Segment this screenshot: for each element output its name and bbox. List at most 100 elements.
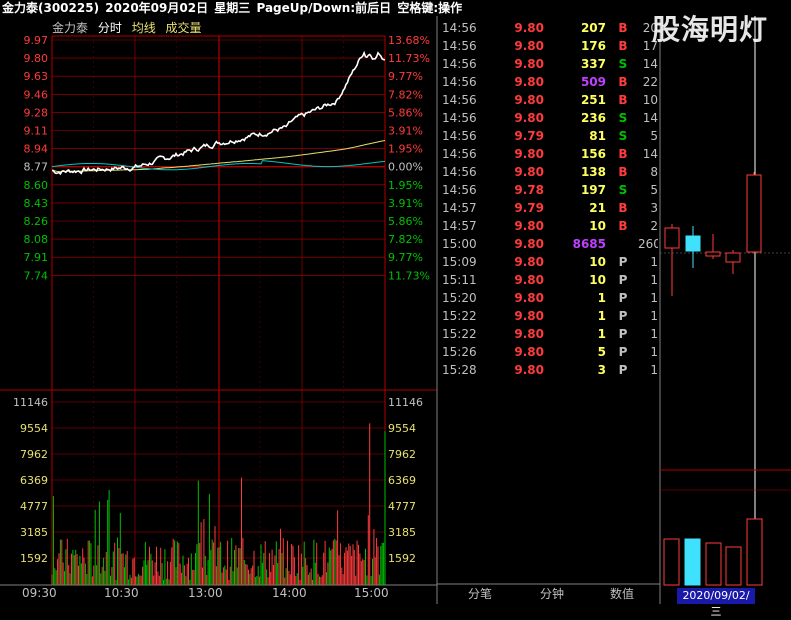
tick-direction: B bbox=[618, 75, 628, 89]
price-label-left: 9.80 bbox=[24, 52, 49, 65]
price-label-right: 11.73% bbox=[388, 52, 430, 65]
tick-count: 1 bbox=[650, 327, 658, 341]
price-label-left: 7.91 bbox=[24, 251, 49, 264]
tick-row: 14:56 9.80 337 S 14 bbox=[440, 55, 660, 73]
intraday-chart: 9.97 9.80 9.63 9.46 9.28 9.11 8.94 8.77 8.60 8.43… bbox=[0, 16, 791, 604]
tick-time: 14:56 bbox=[442, 111, 477, 125]
tick-volume: 156 bbox=[580, 147, 606, 161]
time-label-1400: 14:00 bbox=[272, 586, 307, 600]
tick-direction: P bbox=[618, 363, 628, 377]
tick-count: 8 bbox=[650, 165, 658, 179]
tick-time: 14:56 bbox=[442, 165, 477, 179]
legend-volume: 成交量 bbox=[165, 21, 202, 35]
tick-direction: B bbox=[618, 219, 628, 233]
chart-date: 2020年09月02日 bbox=[105, 1, 209, 15]
tick-count: 1 bbox=[650, 309, 658, 323]
tick-direction: S bbox=[618, 57, 628, 71]
volume-label-left: 4777 bbox=[20, 500, 48, 513]
price-label-left: 8.26 bbox=[24, 215, 49, 228]
tick-volume: 21 bbox=[589, 201, 606, 215]
time-label-0930: 09:30 bbox=[22, 586, 57, 600]
tick-count: 10 bbox=[642, 93, 658, 107]
tick-price: 9.80 bbox=[514, 363, 544, 377]
price-label-right: 5.86% bbox=[388, 106, 423, 119]
tick-count: 3 bbox=[650, 201, 658, 215]
volume-label-left: 7962 bbox=[20, 448, 48, 461]
tick-price: 9.80 bbox=[514, 291, 544, 305]
legend-intraday: 分时 bbox=[97, 21, 122, 35]
mini-volume-bar bbox=[705, 542, 722, 586]
tick-count: 260 bbox=[638, 237, 658, 251]
tick-volume: 10 bbox=[589, 255, 606, 269]
tick-count: 1 bbox=[650, 255, 658, 269]
tick-count: 1 bbox=[650, 363, 658, 377]
tick-row: 14:57 9.80 10 B 2 bbox=[440, 217, 660, 235]
volume-label-left: 3185 bbox=[20, 526, 48, 539]
tick-time: 14:57 bbox=[442, 219, 477, 233]
price-label-left: 8.94 bbox=[24, 143, 49, 156]
tick-time: 15:11 bbox=[442, 273, 477, 287]
volume-label-left: 9554 bbox=[20, 422, 48, 435]
header-bar: 金力泰(300225) 2020年09月02日 星期三 PageUp/Down:… bbox=[0, 0, 660, 16]
tick-direction: S bbox=[618, 183, 628, 197]
tick-direction: P bbox=[618, 255, 628, 269]
time-label-1300: 13:00 bbox=[188, 586, 223, 600]
tick-row: 14:56 9.80 138 B 8 bbox=[440, 163, 660, 181]
tick-row: 15:11 9.80 10 P 1 bbox=[440, 271, 660, 289]
tick-time: 15:26 bbox=[442, 345, 477, 359]
tick-price: 9.79 bbox=[514, 129, 544, 143]
price-label-right: 3.91% bbox=[388, 197, 423, 210]
reference-line bbox=[51, 160, 386, 171]
tick-tabs: 分笔 分钟 数值 bbox=[440, 584, 660, 604]
tick-volume: 1 bbox=[597, 291, 606, 305]
tick-price: 9.80 bbox=[514, 39, 544, 53]
tick-volume: 3 bbox=[597, 363, 606, 377]
tab-values[interactable]: 数值 bbox=[609, 587, 634, 601]
mini-volume-bar bbox=[663, 538, 680, 586]
tick-volume: 1 bbox=[597, 309, 606, 323]
tick-time: 15:22 bbox=[442, 327, 477, 341]
price-line bbox=[51, 50, 386, 176]
tick-time: 15:22 bbox=[442, 309, 477, 323]
price-label-left: 9.97 bbox=[24, 34, 49, 47]
tick-count: 1 bbox=[650, 273, 658, 287]
tick-row: 14:56 9.80 236 S 14 bbox=[440, 109, 660, 127]
tick-volume: 10 bbox=[589, 273, 606, 287]
tick-time: 14:56 bbox=[442, 93, 477, 107]
tab-minutes[interactable]: 分钟 bbox=[539, 587, 564, 601]
tab-ticks[interactable]: 分笔 bbox=[467, 587, 492, 601]
price-label-left: 9.63 bbox=[24, 70, 49, 83]
legend-avg-line: 均线 bbox=[131, 21, 156, 35]
tick-count: 2 bbox=[650, 219, 658, 233]
tick-count: 5 bbox=[650, 129, 658, 143]
volume-label-right: 3185 bbox=[388, 526, 416, 539]
tick-direction: B bbox=[618, 165, 628, 179]
volume-label-left: 6369 bbox=[20, 474, 48, 487]
legend-stock-name: 金力泰 bbox=[52, 21, 89, 35]
tick-price: 9.80 bbox=[514, 147, 544, 161]
volume-label-right: 9554 bbox=[388, 422, 416, 435]
tick-count: 14 bbox=[642, 147, 658, 161]
tick-row: 15:28 9.80 3 P 1 bbox=[440, 361, 660, 379]
tick-time: 15:20 bbox=[442, 291, 477, 305]
tick-count: 22 bbox=[642, 75, 658, 89]
tick-row: 14:56 9.80 251 B 10 bbox=[440, 91, 660, 109]
chart-legend: 金力泰 分时 均线 成交量 bbox=[52, 20, 208, 36]
tick-price: 9.80 bbox=[514, 93, 544, 107]
tick-volume: 10 bbox=[589, 219, 606, 233]
tick-row: 14:56 9.80 207 B 20 bbox=[440, 19, 660, 37]
tick-row: 15:00 9.80 8685 260 bbox=[440, 235, 660, 253]
candle-body bbox=[705, 251, 721, 257]
tick-direction: B bbox=[618, 39, 628, 53]
tick-price: 9.80 bbox=[514, 21, 544, 35]
price-label-left: 9.28 bbox=[24, 106, 49, 119]
watermark-logo: 股海明灯 bbox=[652, 13, 769, 46]
price-label-right: 13.68% bbox=[388, 34, 430, 47]
volume-label-right: 7962 bbox=[388, 448, 416, 461]
tick-time: 14:56 bbox=[442, 75, 477, 89]
tick-row: 15:09 9.80 10 P 1 bbox=[440, 253, 660, 271]
tick-row: 14:56 9.80 509 B 22 bbox=[440, 73, 660, 91]
tick-time: 14:56 bbox=[442, 129, 477, 143]
tick-volume: 251 bbox=[580, 93, 606, 107]
tick-count: 1 bbox=[650, 345, 658, 359]
